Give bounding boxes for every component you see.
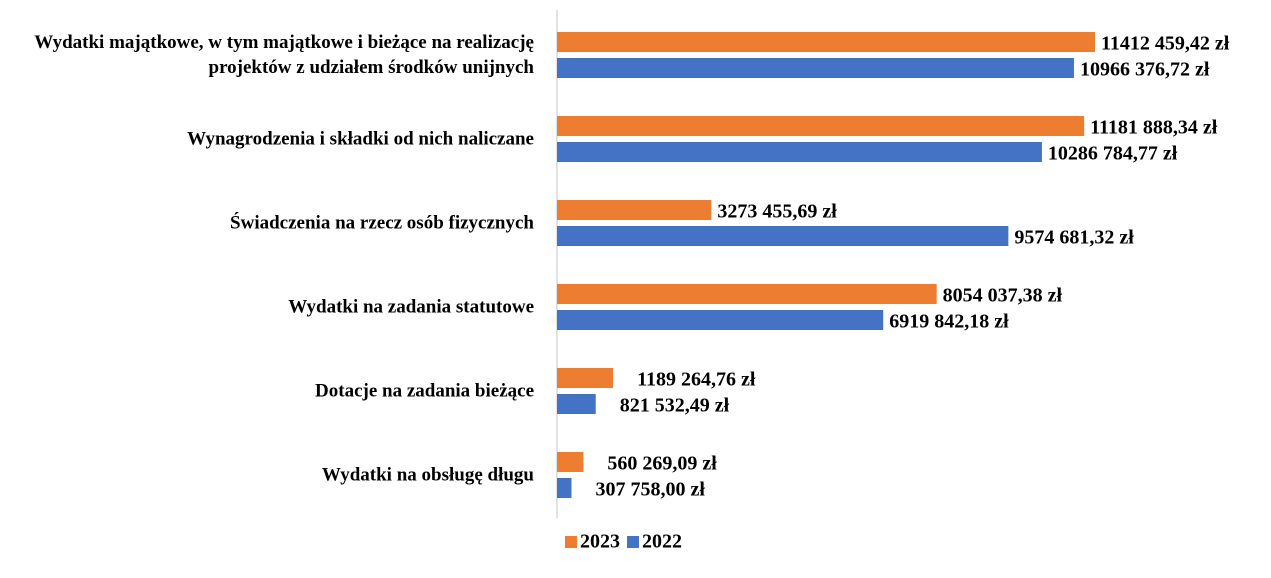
- category-label: Dotacje na zadania bieżące: [315, 380, 534, 402]
- legend-swatch: [627, 536, 639, 548]
- bar: [557, 226, 1009, 246]
- value-label: 821 532,49 zł: [620, 395, 730, 417]
- bar: [557, 310, 884, 330]
- bar: [557, 32, 1095, 52]
- category-label: Wydatki na obsługę długu: [321, 464, 534, 486]
- legend-swatch: [565, 536, 577, 548]
- bar: [557, 478, 572, 498]
- value-label: 10966 376,72 zł: [1080, 59, 1210, 81]
- category-label: Świadczenia na rzecz osób fizycznych: [230, 212, 534, 234]
- value-label: 8054 037,38 zł: [943, 285, 1063, 307]
- bar: [557, 394, 596, 414]
- value-label: 6919 842,18 zł: [889, 311, 1009, 333]
- bar: [557, 284, 937, 304]
- bar: [557, 200, 712, 220]
- category-label: Wynagrodzenia i składki od nich naliczan…: [187, 128, 534, 150]
- legend-label: 2022: [642, 531, 682, 553]
- value-label: 9574 681,32 zł: [1014, 227, 1134, 249]
- value-label: 11412 459,42 zł: [1101, 33, 1230, 55]
- value-label: 1189 264,76 zł: [637, 369, 756, 391]
- bar: [557, 368, 614, 388]
- category-label: Wydatki na zadania statutowe: [288, 296, 534, 318]
- bar: [557, 142, 1042, 162]
- value-label: 560 269,09 zł: [607, 453, 717, 475]
- category-label: Wydatki majątkowe, w tym majątkowe i bie…: [34, 32, 534, 78]
- bar: [557, 58, 1074, 78]
- bar: [557, 116, 1085, 136]
- value-label: 10286 784,77 zł: [1048, 143, 1178, 165]
- value-label: 11181 888,34 zł: [1090, 117, 1218, 139]
- legend-label: 2023: [580, 531, 620, 553]
- value-label: 3273 455,69 zł: [717, 201, 837, 223]
- value-label: 307 758,00 zł: [596, 479, 706, 501]
- bar: [557, 452, 584, 472]
